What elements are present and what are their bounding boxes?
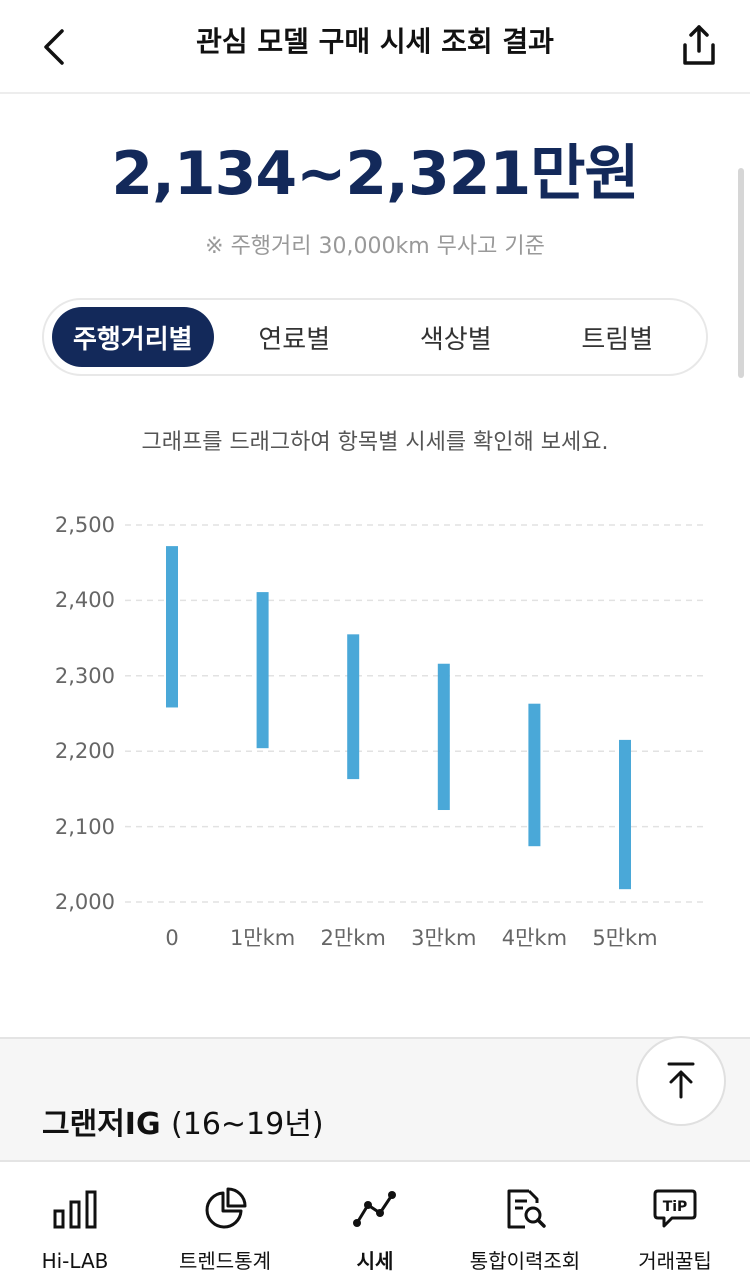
tab-trim[interactable]: 트림별	[581, 324, 654, 355]
nav-history-lookup[interactable]: 통합이력조회	[450, 1162, 600, 1288]
x-tick-label: 1만km	[229, 926, 296, 950]
x-tick-label: 3만km	[411, 926, 477, 950]
x-tick-label: 0	[165, 926, 179, 950]
nav-hi-lab[interactable]: Hi-LAB	[0, 1162, 150, 1288]
scroll-to-top-button[interactable]	[636, 1036, 726, 1126]
chevron-left-icon	[44, 29, 64, 65]
page-title: 관심 모델 구매 시세 조회 결과	[196, 25, 554, 58]
range-bar[interactable]	[347, 634, 360, 780]
price-range-chart[interactable]: 2,000 2,100 2,200 2,300 2,400 2,500 0 1만km 2만km 3…	[0, 490, 750, 970]
nav-label: 통합이력조회	[469, 1249, 581, 1273]
share-button[interactable]	[672, 18, 726, 72]
y-tick-label: 2,500	[54, 513, 115, 537]
price-range: 2,134~2,321만원	[111, 139, 639, 209]
tab-mileage[interactable]: 주행거리별	[52, 307, 214, 367]
x-tick-label: 5만km	[592, 926, 658, 950]
x-tick-label: 2만km	[320, 926, 386, 950]
range-bar[interactable]	[619, 739, 631, 890]
model-name: 그랜저IG	[42, 1107, 161, 1142]
range-bar[interactable]	[256, 592, 269, 749]
model-section: 그랜저IG (16~19년)	[0, 1037, 750, 1161]
nav-label: 시세	[356, 1249, 394, 1273]
nav-label: Hi-LAB	[41, 1249, 109, 1273]
document-search-icon	[507, 1189, 546, 1229]
model-years: (16~19년)	[171, 1107, 324, 1142]
scrollbar[interactable]	[738, 168, 744, 378]
nav-trade-tips[interactable]: TiP 거래꿀팁	[600, 1162, 750, 1288]
nav-label: 트렌드통계	[179, 1249, 271, 1273]
model-title: 그랜저IG (16~19년)	[42, 1105, 324, 1145]
nav-label: 거래꿀팁	[638, 1249, 712, 1273]
tab-fuel[interactable]: 연료별	[258, 324, 331, 355]
bar-chart-icon	[53, 1190, 97, 1229]
y-tick-label: 2,300	[54, 663, 115, 688]
chart-plot[interactable]	[0, 490, 750, 970]
arrow-up-to-top-icon	[667, 1062, 695, 1099]
header: 관심 모델 구매 시세 조회 결과	[0, 0, 750, 94]
x-tick-label: 4만km	[501, 926, 568, 950]
svg-text:TiP: TiP	[663, 1199, 688, 1215]
pie-chart-icon	[205, 1187, 247, 1229]
share-icon	[683, 25, 715, 65]
chart-hint: 그래프를 드래그하여 항목별 시세를 확인해 보세요.	[141, 430, 609, 455]
back-button[interactable]	[30, 22, 80, 72]
y-tick-label: 2,400	[54, 588, 115, 613]
nav-market-price[interactable]: 시세	[300, 1162, 450, 1288]
filter-tabs: 주행거리별 연료별 색상별 트림별	[42, 298, 708, 376]
tip-bubble-icon: TiP	[653, 1189, 697, 1228]
tab-color[interactable]: 색상별	[419, 324, 492, 355]
range-bar[interactable]	[166, 546, 178, 708]
y-tick-label: 2,100	[54, 814, 115, 839]
range-bar[interactable]	[437, 663, 450, 811]
bottom-navigation: Hi-LAB 트렌드통계 시세	[0, 1160, 750, 1288]
y-tick-label: 2,200	[54, 739, 115, 764]
price-note: ※ 주행거리 30,000km 무사고 기준	[205, 234, 545, 259]
line-trend-icon	[353, 1191, 396, 1227]
nav-trend-stats[interactable]: 트렌드통계	[150, 1162, 300, 1288]
range-bar[interactable]	[528, 703, 541, 847]
y-tick-label: 2,000	[54, 890, 115, 914]
